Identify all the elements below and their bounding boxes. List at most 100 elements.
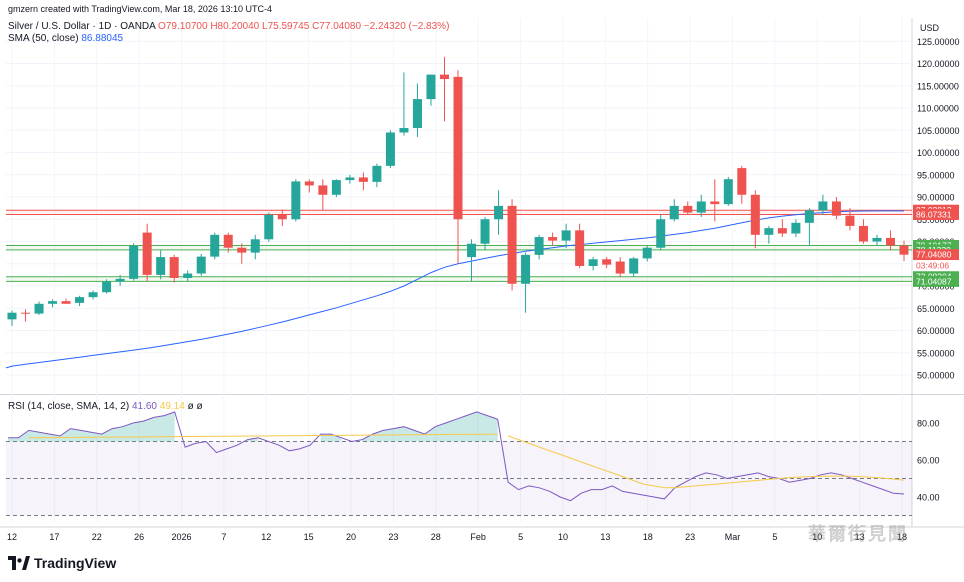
time-tick-label: 18 [643,532,653,542]
rsi-extra: ø ø [187,401,203,412]
rsi-panel [6,411,912,516]
time-tick-label: 5 [518,532,523,542]
price-tag-label: 03:49:06 [916,261,949,271]
time-tick-label: 5 [772,532,777,542]
time-tick-label: 2026 [172,532,192,542]
candle-body [777,228,787,234]
time-tick-label: 13 [855,532,865,542]
candle-body [372,165,382,182]
legend-sma[interactable]: SMA (50, close) 86.88045 [8,33,123,44]
level-band [6,276,912,282]
candle-body [534,237,544,255]
candle-body [548,237,558,241]
candle-body [521,254,531,284]
price-tick-label: 120.00000 [917,59,960,69]
candle-body [629,258,639,274]
time-tick-label: 26 [134,532,144,542]
sma-value: 86.88045 [81,33,124,44]
candle-body [385,132,395,166]
candle-body [399,128,409,133]
price-tag-label: 86.07331 [916,209,952,219]
candle-body [115,278,125,282]
candle-body [804,210,814,223]
candle-body [223,234,233,248]
price-tick-label: 115.00000 [917,81,959,91]
candle-body [615,261,625,274]
tradingview-logo-text: TradingView [34,555,117,571]
time-tick-label: 28 [431,532,441,542]
candle-body [588,259,598,266]
time-tick-label: Feb [470,532,486,542]
candle-body [750,194,760,235]
tradingview-logo-icon [8,556,30,570]
candle-body [575,230,585,266]
price-tag-box [913,249,959,261]
candle-body [183,273,193,278]
tradingview-logo[interactable]: TradingView [8,555,116,571]
candle-body [872,237,882,242]
time-tick-label: 10 [812,532,822,542]
candle-body [642,247,652,259]
candle-body [439,74,449,80]
price-tick-label: 50.00000 [917,371,955,381]
ohlc-values: O79.10700 H80.20040 L75.59745 C77.04080 … [158,21,450,32]
candle-body [710,201,720,205]
candle-body [102,281,112,293]
candle-body [602,259,612,265]
price-tag-box [913,275,959,287]
price-tag-box [913,208,959,220]
level-lines [6,209,912,282]
candle-body [818,201,828,211]
candle-body [426,74,436,100]
candle-body [345,177,355,181]
candle-body [656,219,666,248]
legend-symbol[interactable]: Silver / U.S. Dollar · 1D · OANDA O79.10… [8,21,449,32]
candle-body [683,205,693,213]
candle-body [669,205,679,220]
time-tick-label: 18 [897,532,907,542]
candle-body [412,99,422,129]
candle-body [480,219,490,244]
price-tick-label: 100.00000 [917,148,960,158]
candle-body [7,312,17,320]
rsi-sma-line-early [28,433,498,439]
candle-body [318,185,328,195]
candle-body [885,237,895,246]
candle-body [196,256,206,274]
candle-body [858,225,868,242]
time-tick-label: 15 [304,532,314,542]
time-axis: 12 17 22 26 2026 7 12 15 20 23 28 Feb 5 10 13 18 23 Mar 5 1… [7,532,907,542]
time-tick-label: 22 [92,532,102,542]
candle-body [764,228,774,235]
candle-body [494,205,504,220]
price-tags: 87.0281286.0733179.1017778.1133077.04080… [913,204,959,287]
created-by-text: gmzern created with TradingView.com, Mar… [8,4,272,14]
price-tick-label: 60.00000 [917,326,955,336]
legend-rsi[interactable]: RSI (14, close, SMA, 14, 2) 41.60 49.14 … [8,401,203,412]
rsi-value: 41.60 [131,401,157,412]
candle-body [723,179,733,205]
candle-body [61,301,71,304]
candle-body [453,76,463,220]
price-tick-label: 125.00000 [917,37,960,47]
time-tick-label: 23 [388,532,398,542]
price-tag-box [913,260,959,272]
time-tick-label: 17 [49,532,59,542]
price-tick-label: 105.00000 [917,126,960,136]
candle-body [210,234,220,257]
candle-body [737,168,747,195]
time-tick-label: 23 [685,532,695,542]
price-tick-label: 90.00000 [917,193,955,203]
candle-body [696,201,706,213]
price-tick-label: 65.00000 [917,304,955,314]
candle-body [264,214,274,240]
candles-layer [7,56,909,327]
candle-body [899,245,909,255]
level-band [6,245,912,250]
candle-body [156,257,166,275]
currency-label: USD [920,23,940,33]
price-tag-label: 77.04080 [916,250,952,260]
candle-body [88,292,98,298]
time-tick-label: 12 [7,532,17,542]
candle-body [142,232,152,275]
